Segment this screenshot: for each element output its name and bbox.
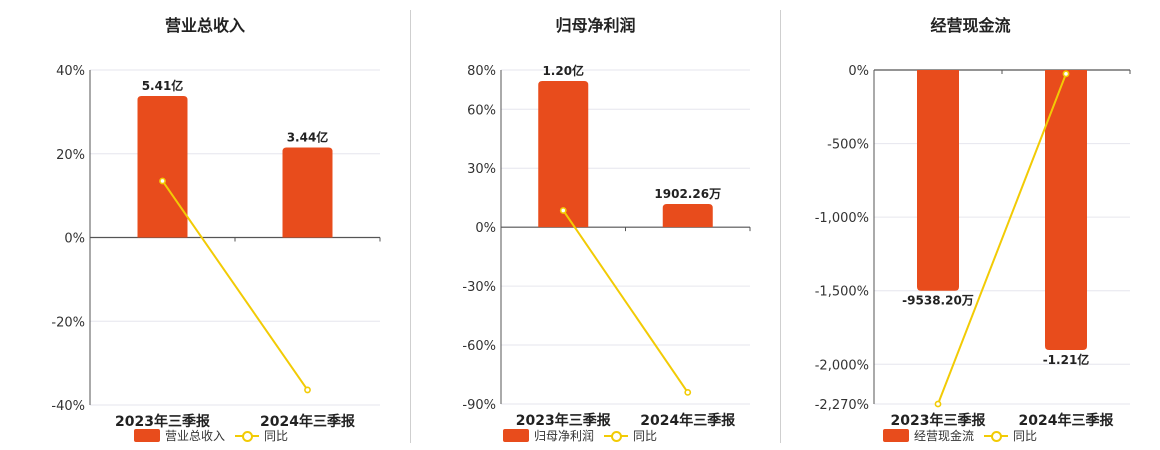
- y-tick-label: 0%: [475, 221, 496, 236]
- yoy-line: [562, 209, 689, 393]
- chart-svg-cash-flow: 0% -500% -1,000% -1,500% -2,000% -2,270% -9538…: [815, 64, 1131, 429]
- bar: [137, 95, 188, 238]
- x-category-label: 2023年三季报: [516, 412, 611, 429]
- yoy-point: [159, 177, 166, 185]
- bar: [282, 147, 333, 238]
- legend-bar-swatch: [883, 428, 909, 442]
- legend-line-swatch: [984, 429, 1009, 442]
- legend-bar-label: 营业总收入: [165, 428, 226, 443]
- yoy-line: [937, 73, 1067, 405]
- bar: [538, 81, 589, 228]
- legend-bar-label: 归母净利润: [534, 428, 595, 443]
- x-category-label: 2023年三季报: [891, 412, 986, 429]
- legend-line-label: 同比: [633, 428, 658, 443]
- y-tick-label: -1,000%: [815, 211, 869, 226]
- bar-data-label: 1.20亿: [542, 63, 584, 78]
- legend-bar-label: 经营现金流: [914, 428, 975, 443]
- chart-title: 营业总收入: [164, 16, 245, 35]
- x-category-label: 2024年三季报: [640, 412, 735, 429]
- y-tick-label: -2,000%: [815, 358, 869, 373]
- yoy-point: [559, 207, 567, 214]
- yoy-point: [684, 389, 692, 396]
- bar: [1045, 70, 1087, 350]
- y-tick-label: 0%: [848, 64, 869, 79]
- y-tick-label: -20%: [51, 315, 85, 330]
- panel-divider: [780, 10, 781, 443]
- yoy-line: [161, 180, 309, 391]
- yoy-point: [304, 386, 311, 394]
- legend-bar-swatch: [503, 428, 529, 442]
- y-tick-label: 80%: [467, 64, 496, 79]
- chart-title: 经营现金流: [930, 16, 1011, 35]
- x-category-label: 2024年三季报: [1019, 412, 1114, 429]
- legend-bar-swatch: [134, 428, 160, 442]
- y-tick-label: -2,270%: [815, 398, 869, 413]
- bar: [662, 204, 713, 228]
- bar: [917, 70, 959, 291]
- chart-panel-net-profit: 归母净利润 80% 60% 30% 0% -30% -60% -90% 1.20亿 2023年三…: [411, 0, 780, 450]
- y-tick-label: -500%: [827, 138, 869, 153]
- legend-line-label: 同比: [1013, 428, 1038, 443]
- legend: 营业总收入 同比: [134, 426, 288, 444]
- bar-data-label: -1.21亿: [1043, 352, 1090, 367]
- bar-data-label: 5.41亿: [142, 78, 184, 93]
- bar-data-label: -9538.20万: [902, 294, 974, 308]
- chart-panel-revenue: 营业总收入 40% 20% 0% -20% -40% 5.41亿 2023年三季报 3.44亿…: [0, 0, 410, 450]
- bar-data-label: 1902.26万: [654, 187, 721, 201]
- y-tick-label: 40%: [56, 64, 85, 79]
- panel-divider: [410, 10, 411, 443]
- legend-line-swatch: [604, 429, 629, 442]
- y-tick-label: -40%: [51, 399, 85, 414]
- x-category-label: 2024年三季报: [260, 413, 355, 430]
- bar-data-label: 3.44亿: [287, 130, 329, 145]
- legend: 归母净利润 同比: [503, 426, 657, 444]
- y-tick-label: 60%: [467, 103, 496, 118]
- yoy-point: [934, 400, 942, 408]
- legend-line-swatch: [235, 429, 260, 442]
- legend-line-label: 同比: [264, 428, 289, 443]
- y-tick-label: 0%: [64, 232, 85, 247]
- y-tick-label: 30%: [467, 162, 496, 177]
- y-tick-label: -60%: [462, 339, 496, 354]
- x-category-label: 2023年三季报: [115, 413, 210, 430]
- y-tick-label: -1,500%: [815, 285, 869, 300]
- chart-svg-revenue: 40% 20% 0% -20% -40% 5.41亿 2023年三季报 3.44亿 2024年三…: [51, 64, 381, 430]
- yoy-point: [1062, 70, 1070, 78]
- chart-title: 归母净利润: [555, 16, 636, 35]
- y-tick-label: 20%: [56, 148, 85, 163]
- chart-svg-net-profit: 80% 60% 30% 0% -30% -60% -90% 1.20亿 2023年三季报 1902…: [462, 63, 751, 429]
- chart-panel-cash-flow: 经营现金流 0% -500% -1,000% -1,500% -2,000% -2,270…: [781, 0, 1160, 450]
- y-tick-label: -90%: [462, 398, 496, 413]
- legend: 经营现金流 同比: [883, 426, 1037, 444]
- y-tick-label: -30%: [462, 280, 496, 295]
